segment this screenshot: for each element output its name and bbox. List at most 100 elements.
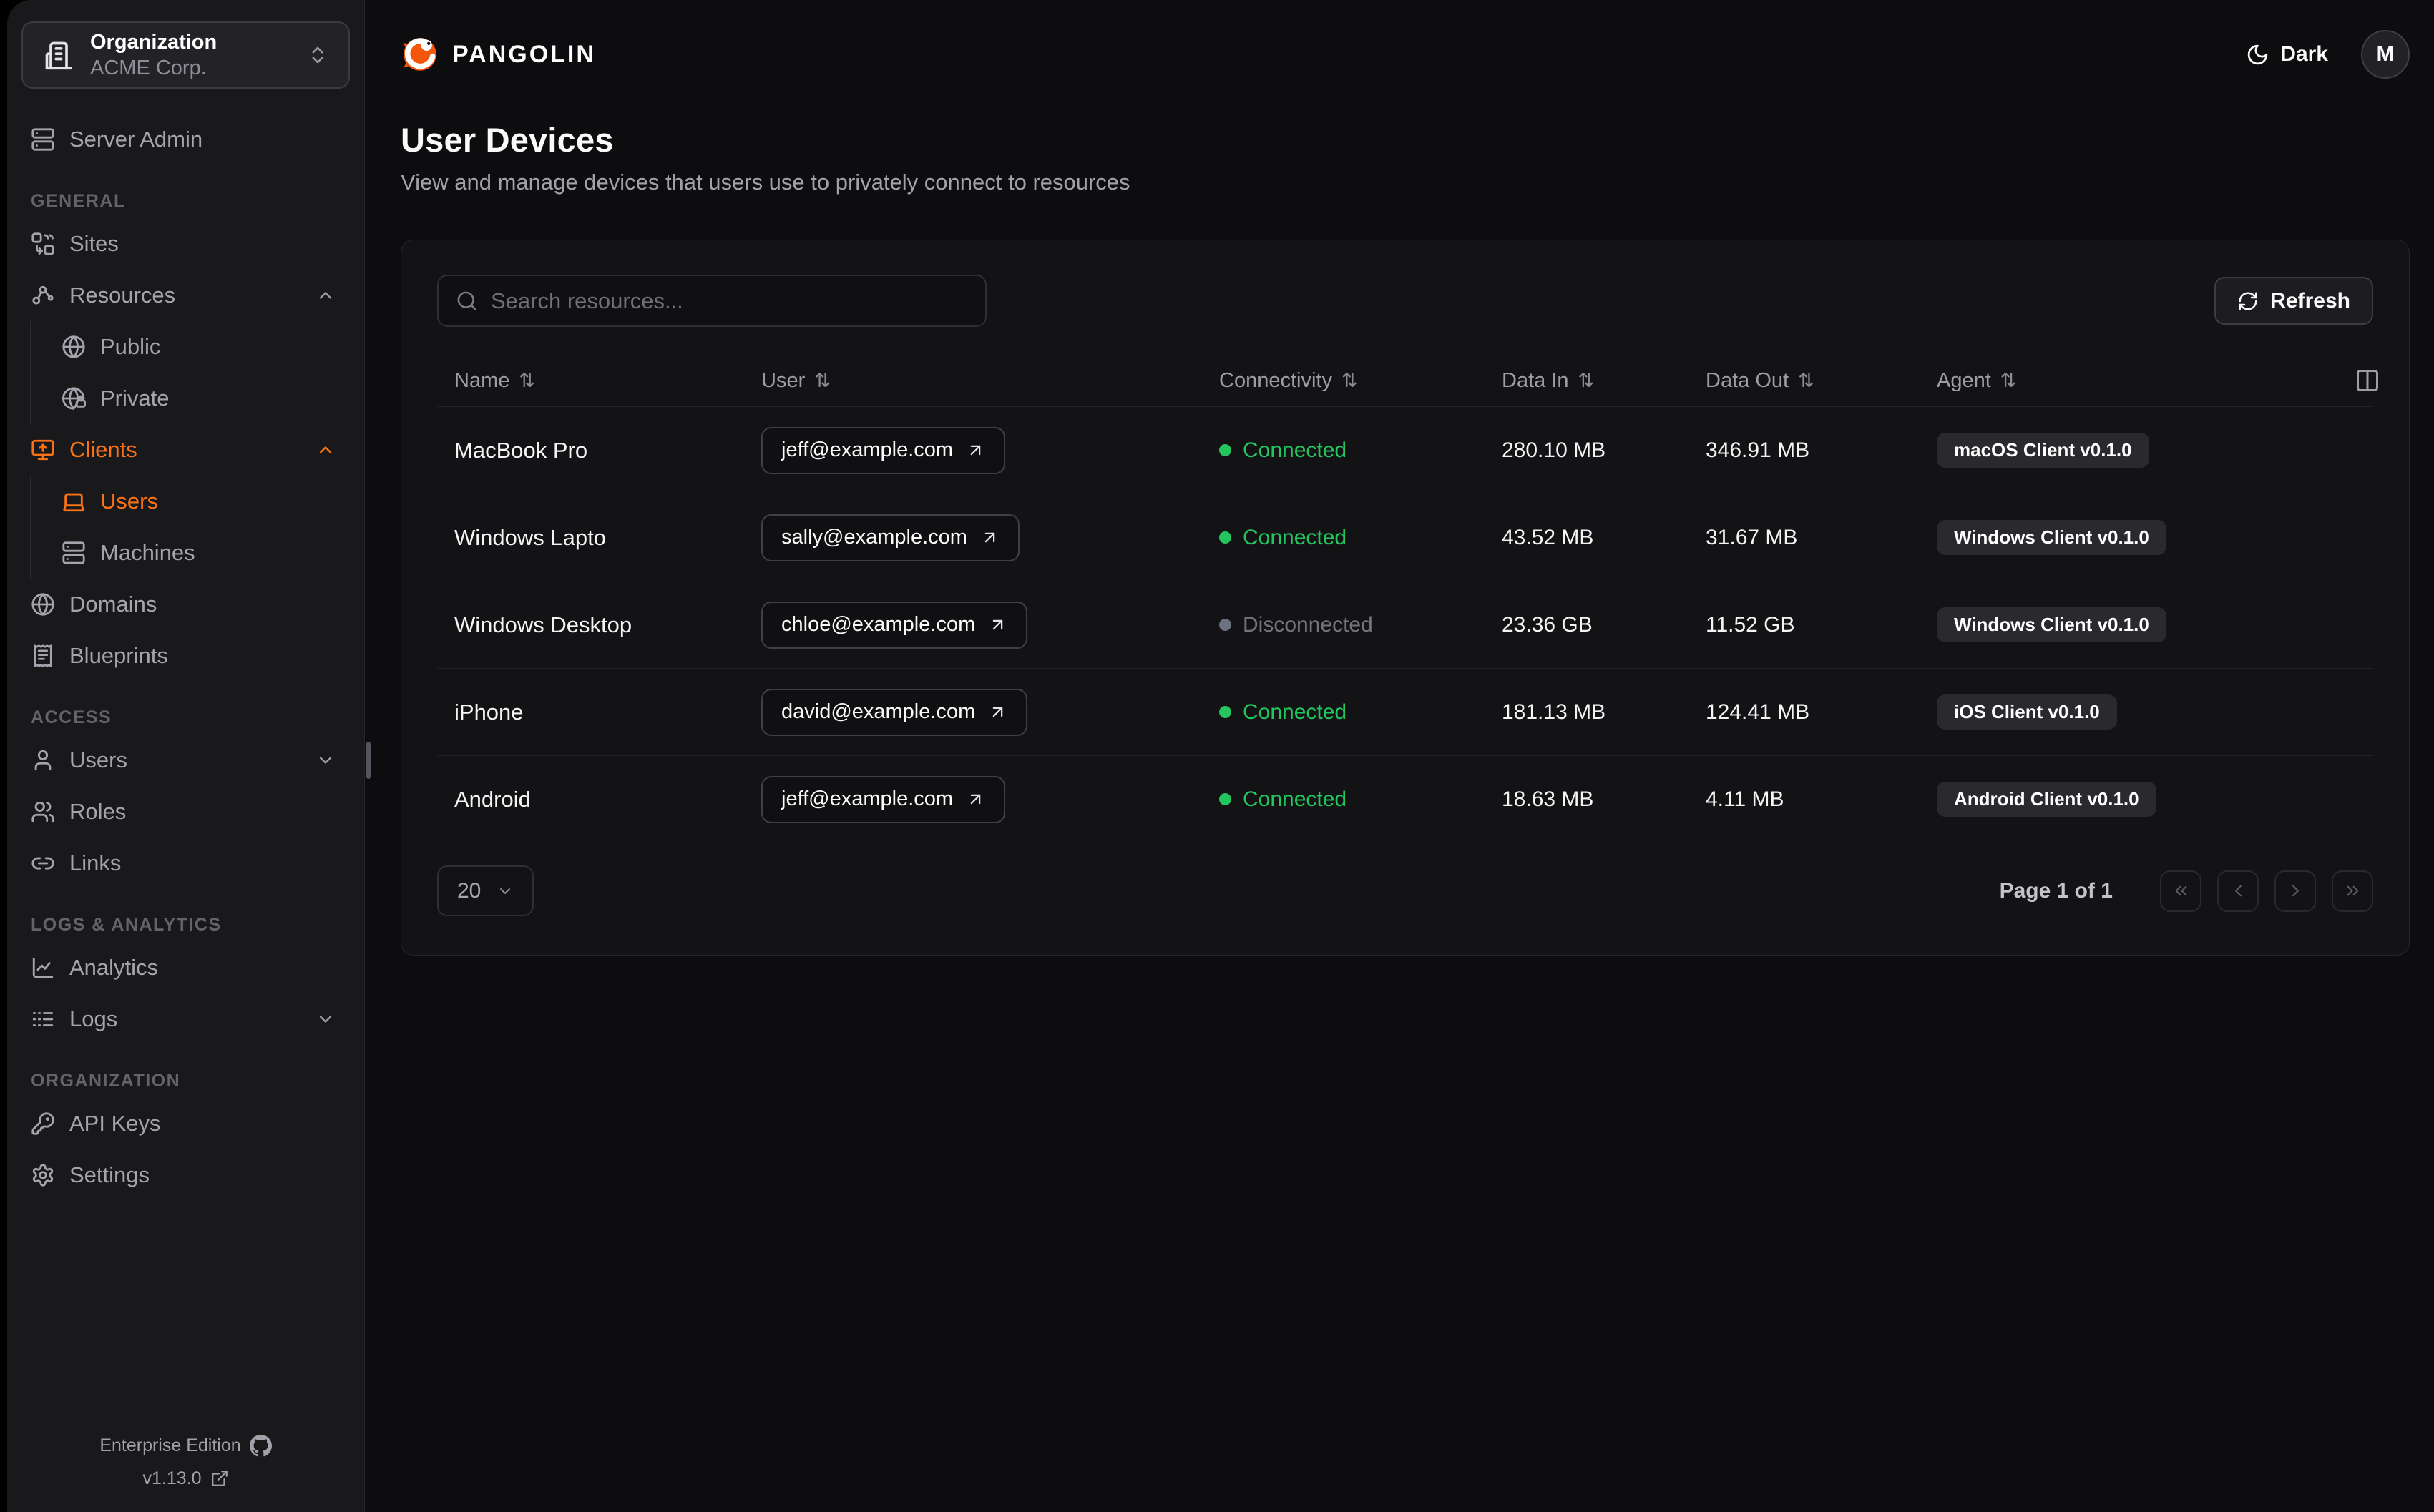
sidebar-item-public[interactable]: Public [7,321,364,373]
sidebar-item-clients[interactable]: Clients [7,424,364,476]
sidebar-section-label-general: GENERAL [31,191,126,211]
sidebar-item-blueprints[interactable]: Blueprints [7,630,364,682]
sort-icon: ⇅ [519,369,535,392]
column-visibility-button[interactable] [2355,368,2380,393]
sidebar-item-roles[interactable]: Roles [7,786,364,838]
device-name: MacBook Pro [454,437,588,463]
sidebar-item-users[interactable]: Users [7,476,364,527]
user-link[interactable]: jeff@example.com [761,426,1006,474]
user-link[interactable]: sally@example.com [761,514,1020,561]
sidebar-item-users[interactable]: Users [7,735,364,786]
chevrons-right-icon [2343,881,2362,900]
chevrons-left-icon [2171,881,2191,900]
sort-icon: ⇅ [1341,369,1358,392]
sidebar-item-api-keys[interactable]: API Keys [7,1098,364,1149]
sidebar-item-sites[interactable]: Sites [7,218,364,270]
agent-badge: Android Client v0.1.0 [1937,782,2156,817]
sidebar-item-machines[interactable]: Machines [7,527,364,579]
user-avatar[interactable]: M [2361,30,2410,79]
page-size-select[interactable]: 20 [437,865,534,916]
table-row-windows-desktop: Windows Desktop chloe@example.com Disconne… [437,581,2373,669]
connectivity-status: Connected [1219,787,1346,812]
receipt-icon [31,644,55,668]
device-name: Android [454,786,531,812]
last-page-button[interactable] [2332,870,2373,912]
sidebar-item-domains[interactable]: Domains [7,579,364,630]
device-name: Windows Lapto [454,524,606,550]
sidebar-item-private[interactable]: Private [7,373,364,424]
search-input[interactable] [478,288,985,314]
column-header-name[interactable]: Name ⇅ [454,368,535,392]
chart-icon [31,956,55,980]
column-header-connectivity[interactable]: Connectivity ⇅ [1219,368,1358,392]
data-in-value: 181.13 MB [1502,699,1606,724]
column-header-user[interactable]: User ⇅ [761,368,831,392]
search-icon [456,290,478,312]
github-icon[interactable] [249,1434,272,1457]
sidebar-item-server-admin[interactable]: Server Admin [7,114,364,165]
sidebar-item-label: Public [100,334,161,359]
data-in-value: 43.52 MB [1502,525,1594,549]
edition-label: Enterprise Edition [99,1435,241,1455]
refresh-button[interactable]: Refresh [2214,277,2373,325]
sidebar-item-resources[interactable]: Resources [7,270,364,321]
server-icon [62,541,86,565]
data-out-value: 11.52 GB [1706,612,1795,637]
app-window: Organization ACME Corp. Server Admin GENE… [7,0,2434,1512]
refresh-icon [2237,290,2259,312]
sidebar-nav: Server Admin GENERAL Sites Resources Public P… [7,114,364,1201]
sidebar-item-logs[interactable]: Logs [7,993,364,1045]
devices-card: Refresh Name⇅ User⇅ Connectivity⇅ Data In⇅ D… [401,240,2410,956]
user-link[interactable]: david@example.com [761,688,1028,736]
table-row-windows-lapto: Windows Lapto sally@example.com Connected 4… [437,494,2373,581]
globe-icon [62,335,86,359]
sidebar-item-label: Domains [69,591,157,617]
sidebar-item-analytics[interactable]: Analytics [7,942,364,993]
theme-toggle-button[interactable]: Dark [2246,42,2328,67]
user-link[interactable]: jeff@example.com [761,775,1006,823]
table-header-row: Name ⇅ User ⇅ Connectivity ⇅ Data In ⇅ Data Out ⇅… [437,355,2373,407]
scrollbar-thumb[interactable] [366,742,371,779]
monitor-up-icon [31,438,55,462]
brand: PANGOLIN [401,35,596,74]
previous-page-button[interactable] [2217,870,2259,912]
globe-icon [31,592,55,617]
table-row-iphone: iPhone david@example.com Connected 181.13 M… [437,669,2373,756]
server-icon [31,127,55,152]
org-switcher[interactable]: Organization ACME Corp. [21,21,350,89]
moon-icon [2246,43,2269,67]
link-icon [31,851,55,875]
sidebar-item-label: Clients [69,437,137,462]
next-page-button[interactable] [2274,870,2316,912]
org-switcher-value: ACME Corp. [90,57,207,79]
connectivity-status: Connected [1219,526,1346,550]
theme-toggle-label: Dark [2280,42,2328,66]
data-out-value: 31.67 MB [1706,525,1798,549]
status-dot-icon [1219,619,1231,632]
column-header-agent[interactable]: Agent ⇅ [1937,368,2017,392]
page-title: User Devices [401,121,614,159]
first-page-button[interactable] [2160,870,2201,912]
column-header-data-out[interactable]: Data Out ⇅ [1706,368,1814,392]
columns-icon [2355,368,2380,393]
gear-icon [31,1163,55,1187]
column-header-data-in[interactable]: Data In ⇅ [1502,368,1595,392]
sidebar-item-settings[interactable]: Settings [7,1149,364,1201]
chevron-up-icon [316,440,336,460]
sidebar-item-links[interactable]: Links [7,838,364,889]
sidebar-item-label: Sites [69,231,119,256]
logs-icon [31,1007,55,1031]
status-dot-icon [1219,793,1231,806]
version-label: v1.13.0 [142,1468,202,1488]
sidebar-item-label: Blueprints [69,643,168,668]
sidebar-item-label: Users [100,489,158,514]
external-link-icon[interactable] [210,1469,229,1488]
sites-icon [31,232,55,256]
sort-icon: ⇅ [1798,369,1814,392]
sort-icon: ⇅ [814,369,831,392]
users-icon [31,800,55,824]
user-link[interactable]: chloe@example.com [761,601,1028,649]
sidebar-footer: Enterprise Edition v1.13.0 [7,1429,364,1495]
sidebar-item-label: Logs [69,1006,118,1031]
data-out-value: 346.91 MB [1706,438,1810,462]
